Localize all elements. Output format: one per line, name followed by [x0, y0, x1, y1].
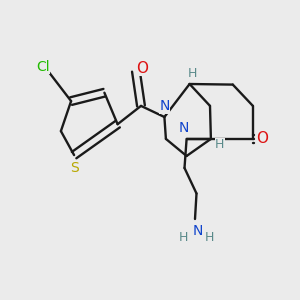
Text: H: H	[188, 67, 197, 80]
Text: O: O	[136, 61, 148, 76]
Text: N: N	[159, 100, 170, 113]
Text: H: H	[179, 231, 188, 244]
Text: S: S	[70, 161, 79, 175]
Text: O: O	[256, 131, 268, 146]
Text: N: N	[178, 121, 189, 134]
Text: N: N	[193, 224, 203, 238]
Text: Cl: Cl	[36, 60, 50, 74]
Text: H: H	[215, 138, 225, 152]
Text: H: H	[205, 231, 214, 244]
